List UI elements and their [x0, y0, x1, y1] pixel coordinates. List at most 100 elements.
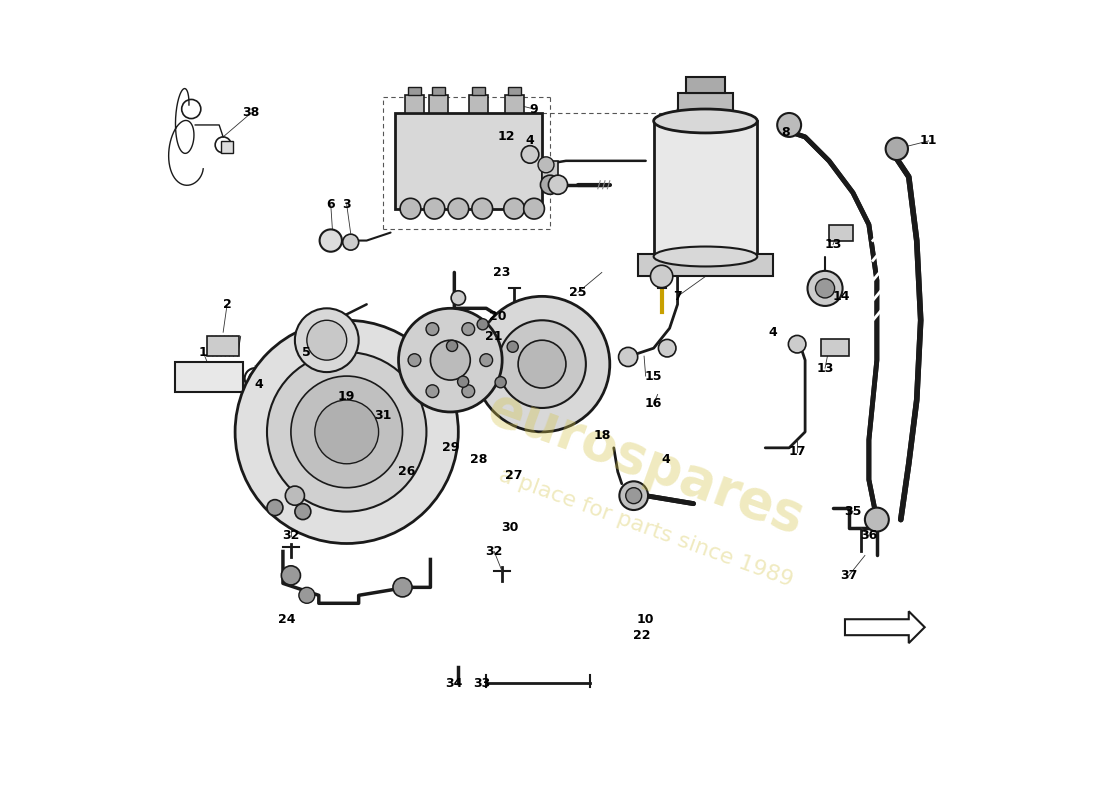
Text: 34: 34 — [446, 677, 463, 690]
Circle shape — [451, 290, 465, 305]
Circle shape — [472, 198, 493, 219]
Circle shape — [462, 385, 475, 398]
Text: 12: 12 — [497, 130, 515, 143]
Circle shape — [477, 318, 488, 330]
Circle shape — [285, 486, 305, 506]
Circle shape — [295, 504, 311, 519]
Text: 22: 22 — [632, 629, 650, 642]
Text: 6: 6 — [327, 198, 336, 211]
Text: 8: 8 — [781, 126, 790, 139]
Circle shape — [424, 198, 444, 219]
Circle shape — [789, 335, 806, 353]
Bar — [405, 95, 424, 113]
Circle shape — [282, 566, 300, 585]
Circle shape — [807, 271, 843, 306]
Circle shape — [295, 308, 359, 372]
Text: 37: 37 — [840, 569, 858, 582]
Circle shape — [398, 308, 503, 412]
Text: 24: 24 — [278, 613, 296, 626]
Circle shape — [447, 340, 458, 351]
Text: 13: 13 — [824, 238, 842, 251]
Circle shape — [619, 482, 648, 510]
Circle shape — [393, 578, 412, 597]
Text: 2: 2 — [222, 298, 231, 311]
Text: 14: 14 — [833, 290, 849, 303]
Circle shape — [524, 198, 544, 219]
Bar — [472, 87, 485, 95]
Bar — [678, 93, 734, 113]
Text: 3: 3 — [342, 198, 351, 211]
Text: 33: 33 — [474, 677, 491, 690]
Bar — [221, 141, 233, 153]
Text: 4: 4 — [661, 454, 670, 466]
Bar — [542, 161, 558, 185]
Bar — [429, 95, 448, 113]
Text: 5: 5 — [302, 346, 311, 358]
Circle shape — [618, 347, 638, 366]
Text: 4: 4 — [254, 378, 263, 390]
Circle shape — [474, 296, 609, 432]
Circle shape — [426, 322, 439, 335]
Text: 1: 1 — [199, 346, 208, 358]
Bar — [408, 87, 421, 95]
Text: 31: 31 — [374, 410, 392, 422]
Text: 15: 15 — [645, 370, 662, 382]
Text: 10: 10 — [637, 613, 654, 626]
Text: 20: 20 — [490, 310, 507, 322]
Circle shape — [480, 354, 493, 366]
Circle shape — [518, 340, 565, 388]
Circle shape — [448, 198, 469, 219]
Text: 38: 38 — [242, 106, 260, 119]
Text: 4: 4 — [769, 326, 778, 338]
Circle shape — [549, 175, 568, 194]
Circle shape — [458, 376, 469, 387]
Circle shape — [507, 313, 521, 327]
Circle shape — [498, 320, 586, 408]
Circle shape — [354, 411, 371, 427]
Text: 32: 32 — [485, 545, 503, 558]
Bar — [685, 77, 725, 93]
Text: 35: 35 — [845, 505, 861, 518]
Text: 32: 32 — [283, 529, 299, 542]
Bar — [821, 338, 849, 356]
Circle shape — [865, 508, 889, 531]
Circle shape — [778, 113, 801, 137]
Circle shape — [426, 385, 439, 398]
Circle shape — [659, 339, 676, 357]
Text: 18: 18 — [593, 430, 611, 442]
Bar — [638, 254, 773, 277]
Text: 21: 21 — [485, 330, 503, 342]
Circle shape — [315, 400, 378, 464]
Text: 11: 11 — [920, 134, 937, 147]
Circle shape — [320, 230, 342, 252]
Text: 30: 30 — [502, 521, 519, 534]
Text: 4: 4 — [526, 134, 535, 147]
Circle shape — [430, 340, 471, 380]
Bar — [207, 336, 239, 356]
Text: 16: 16 — [645, 398, 662, 410]
Text: eurospares: eurospares — [481, 382, 811, 545]
Circle shape — [815, 279, 835, 298]
Circle shape — [307, 320, 346, 360]
Circle shape — [235, 320, 459, 543]
Bar — [432, 87, 444, 95]
Circle shape — [540, 175, 560, 194]
Circle shape — [343, 234, 359, 250]
Circle shape — [886, 138, 907, 160]
Text: 17: 17 — [789, 446, 806, 458]
Bar — [395, 113, 542, 209]
Text: 7: 7 — [673, 290, 682, 303]
Text: 26: 26 — [398, 466, 415, 478]
Circle shape — [462, 322, 475, 335]
Circle shape — [507, 341, 518, 352]
Text: 27: 27 — [505, 470, 522, 482]
Text: 9: 9 — [530, 102, 538, 115]
Circle shape — [626, 488, 641, 504]
Bar — [653, 121, 757, 257]
Circle shape — [495, 377, 506, 388]
Circle shape — [249, 372, 262, 385]
Text: a place for parts since 1989: a place for parts since 1989 — [496, 465, 795, 590]
Circle shape — [538, 157, 554, 173]
Circle shape — [400, 198, 421, 219]
Bar — [469, 95, 487, 113]
